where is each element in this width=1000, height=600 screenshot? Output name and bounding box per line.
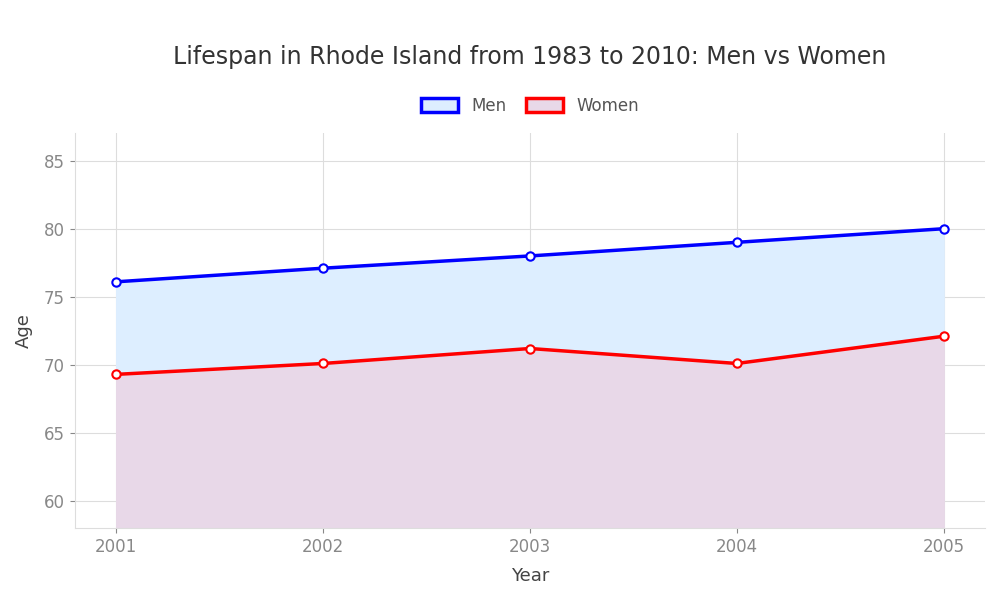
Title: Lifespan in Rhode Island from 1983 to 2010: Men vs Women: Lifespan in Rhode Island from 1983 to 20… <box>173 45 887 69</box>
Legend: Men, Women: Men, Women <box>414 91 645 122</box>
Y-axis label: Age: Age <box>15 313 33 348</box>
X-axis label: Year: Year <box>511 567 549 585</box>
